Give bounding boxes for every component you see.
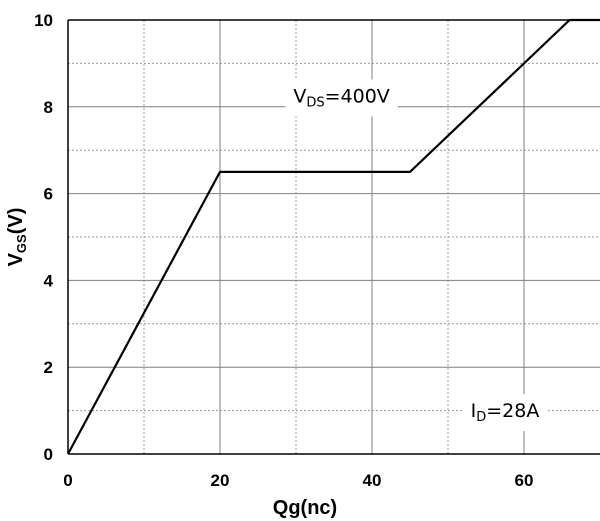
y-tick-label: 4 (44, 271, 54, 290)
y-tick-label: 2 (44, 358, 53, 377)
annotation-background (285, 79, 398, 117)
y-tick-label: 8 (44, 98, 53, 117)
x-tick-label: 40 (363, 471, 382, 490)
y-tick-label: 10 (34, 11, 53, 30)
annotation-label: VDS=400V (293, 85, 389, 110)
annotation-label: ID=28A (471, 400, 540, 425)
x-tick-label: 0 (63, 471, 72, 490)
annotation-background (462, 394, 548, 432)
x-axis-title: Qg(nc) (273, 497, 337, 519)
y-tick-label: 6 (44, 185, 53, 204)
series-line (67, 18, 600, 455)
annotation: VDS=400V (285, 79, 398, 117)
annotation: ID=28A (462, 394, 548, 432)
y-axis-title: VGS(V) (5, 208, 29, 267)
x-tick-label: 60 (515, 471, 534, 490)
x-tick-label: 20 (211, 471, 230, 490)
y-tick-label: 0 (44, 445, 53, 464)
